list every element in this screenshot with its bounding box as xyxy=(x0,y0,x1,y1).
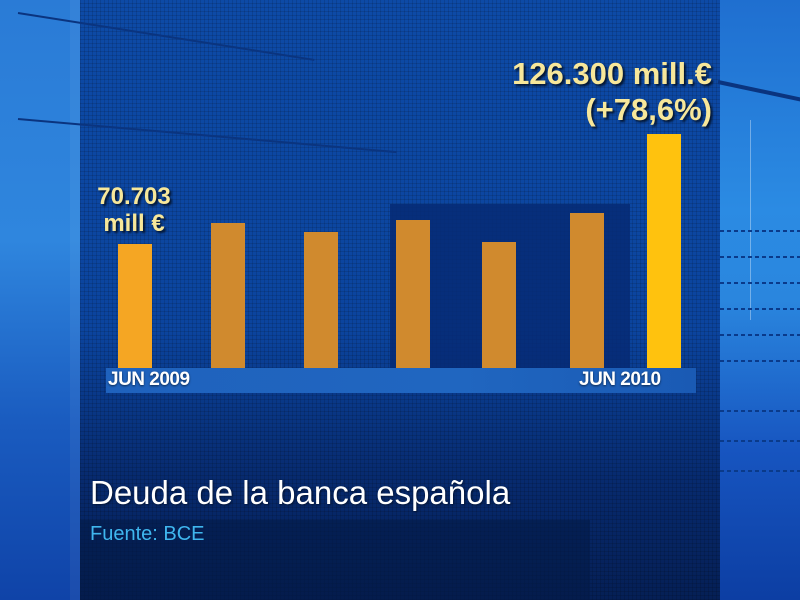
bar-jun-2010 xyxy=(647,134,681,368)
background-left-panel xyxy=(0,0,80,600)
bar-5 xyxy=(482,242,516,368)
bar-6 xyxy=(570,213,604,368)
last-change: (+78,6%) xyxy=(585,92,712,127)
chart-title: Deuda de la banca española xyxy=(90,474,511,511)
background-divider xyxy=(70,0,80,600)
last-value-annotation: 126.300 mill.€ (+78,6%) xyxy=(512,56,712,128)
last-value: 126.300 mill.€ xyxy=(512,56,712,91)
bar-4 xyxy=(396,220,430,368)
background-right-panel xyxy=(720,0,800,600)
x-axis-label-end: JUN 2010 xyxy=(579,369,661,390)
first-value: 70.703 xyxy=(97,183,171,210)
first-value-annotation: 70.703 mill € xyxy=(86,183,182,237)
caption-panel xyxy=(80,520,590,600)
bar-jun-2009 xyxy=(118,244,152,368)
first-unit: mill € xyxy=(103,210,165,237)
bar-2 xyxy=(211,223,245,368)
bar-3 xyxy=(304,232,338,368)
source-label: Fuente: BCE xyxy=(90,523,205,545)
x-axis-label-start: JUN 2009 xyxy=(108,369,190,390)
x-axis-strip xyxy=(106,368,696,393)
